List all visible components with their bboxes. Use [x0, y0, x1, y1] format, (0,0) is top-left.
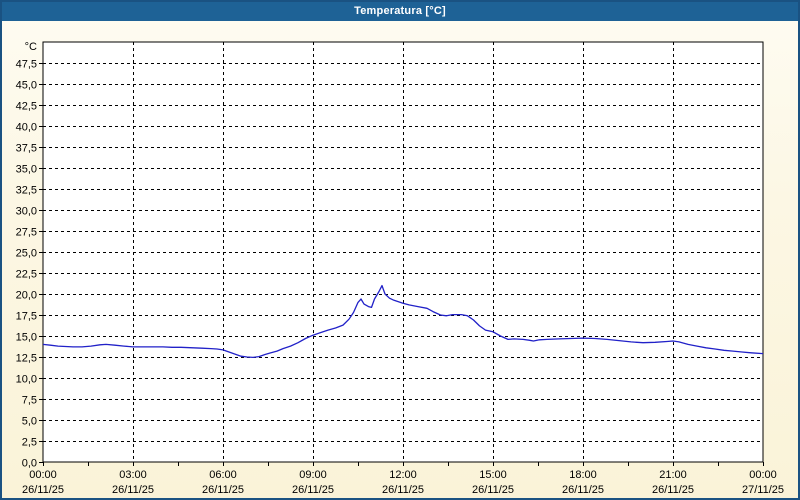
y-axis-label: 20,0 — [16, 290, 37, 302]
x-axis-date-label: 26/11/25 — [472, 484, 514, 496]
x-axis-time-label: 06:00 — [209, 469, 237, 481]
x-axis-date-label: 26/11/25 — [292, 484, 334, 496]
y-axis-label: 5,0 — [22, 416, 37, 428]
x-axis-time-label: 18:00 — [569, 469, 597, 481]
y-axis-label: 0,0 — [22, 458, 37, 470]
x-axis-date-label: 26/11/25 — [382, 484, 424, 496]
x-axis-time-label: 03:00 — [119, 469, 147, 481]
y-axis-label: 12,5 — [16, 353, 37, 365]
y-axis-label: 10,0 — [16, 374, 37, 386]
y-axis-unit-label: °C — [25, 41, 37, 53]
y-axis-label: 7,5 — [22, 395, 37, 407]
y-axis-label: 47,5 — [16, 59, 37, 71]
y-axis-label: 27,5 — [16, 227, 37, 239]
x-axis-date-label: 26/11/25 — [22, 484, 64, 496]
x-axis-date-label: 27/11/25 — [742, 484, 784, 496]
chart-title: Temperatura [°C] — [354, 5, 446, 17]
y-axis-label: 37,5 — [16, 143, 37, 155]
x-axis-date-label: 26/11/25 — [202, 484, 244, 496]
y-axis-label: 32,5 — [16, 185, 37, 197]
y-axis-label: 25,0 — [16, 248, 37, 260]
y-axis-label: 2,5 — [22, 437, 37, 449]
y-axis-label: 40,0 — [16, 122, 37, 134]
x-axis-date-label: 26/11/25 — [562, 484, 604, 496]
y-axis-label: 15,0 — [16, 332, 37, 344]
y-axis-label: 35,0 — [16, 164, 37, 176]
x-axis-time-label: 00:00 — [29, 469, 57, 481]
y-axis-label: 17,5 — [16, 311, 37, 323]
x-axis-time-label: 15:00 — [479, 469, 507, 481]
y-axis-label: 30,0 — [16, 206, 37, 218]
x-axis-time-label: 21:00 — [659, 469, 687, 481]
y-axis-label: 42,5 — [16, 101, 37, 113]
y-axis-label: 45,0 — [16, 80, 37, 92]
x-axis-date-label: 26/11/25 — [112, 484, 154, 496]
x-axis-time-label: 09:00 — [299, 469, 327, 481]
title-bar: Temperatura [°C] — [2, 2, 798, 21]
y-axis-label: 22,5 — [16, 269, 37, 281]
x-axis-time-label: 12:00 — [389, 469, 417, 481]
temperature-line — [42, 284, 764, 359]
x-axis-time-label: 00:00 — [749, 469, 777, 481]
x-axis-date-label: 26/11/25 — [652, 484, 694, 496]
